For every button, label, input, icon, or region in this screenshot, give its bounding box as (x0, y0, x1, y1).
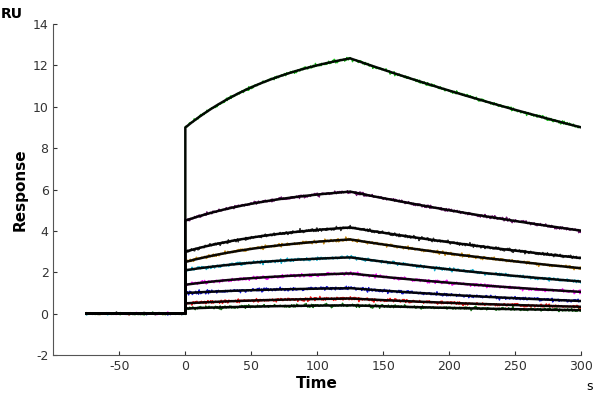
Text: s: s (587, 380, 593, 393)
Y-axis label: Response: Response (12, 148, 27, 231)
Text: RU: RU (1, 7, 23, 21)
X-axis label: Time: Time (296, 376, 338, 391)
